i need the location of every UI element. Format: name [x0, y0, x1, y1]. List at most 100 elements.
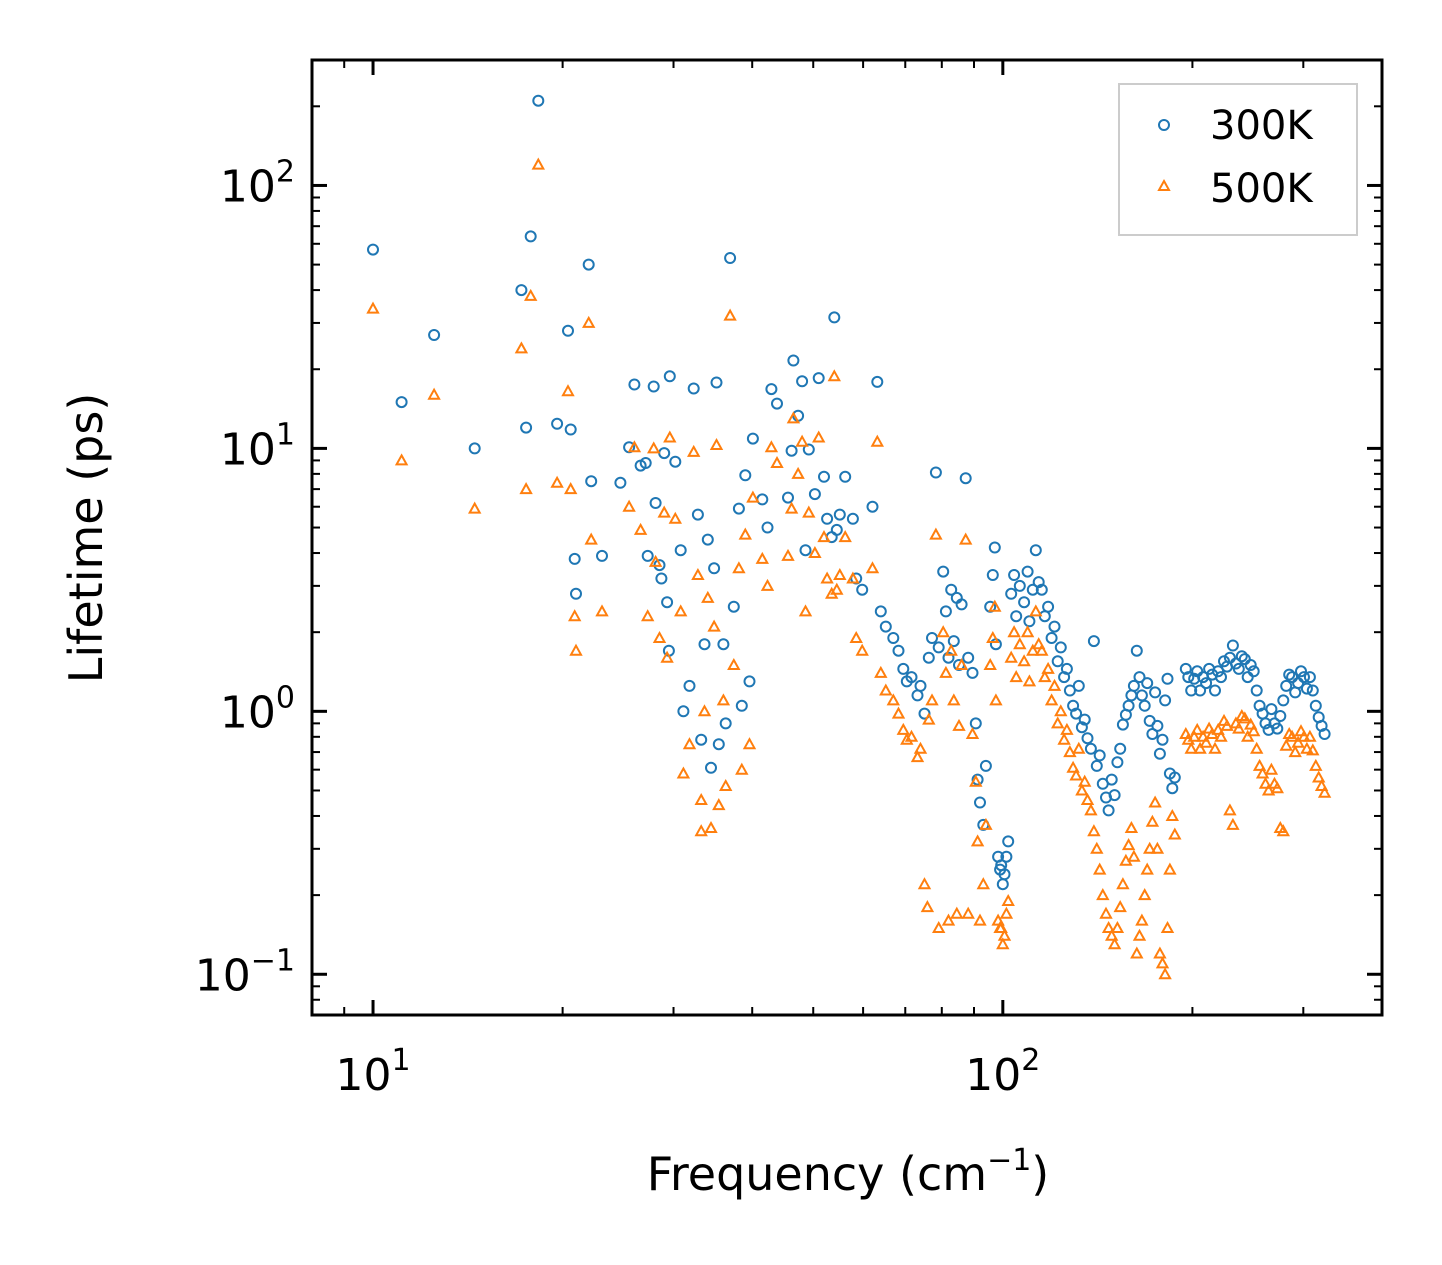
point-300k	[1122, 699, 1135, 712]
point-500k	[988, 599, 1002, 612]
point-500k	[622, 499, 636, 512]
point-300k	[677, 705, 690, 718]
point-500k	[969, 774, 983, 787]
point-500k	[1020, 625, 1035, 638]
point-300k	[932, 641, 945, 654]
point-500k	[1155, 956, 1170, 969]
point-300k	[1265, 703, 1278, 716]
point-300k	[892, 644, 905, 657]
point-300k	[628, 378, 641, 391]
point-300k	[1212, 665, 1225, 678]
point-300k	[979, 759, 992, 772]
point-300k	[1000, 850, 1013, 863]
point-500k	[568, 609, 582, 622]
point-500k	[1244, 717, 1258, 730]
point-300k	[765, 383, 778, 396]
point-500k	[939, 665, 953, 678]
point-300k	[914, 679, 927, 692]
point-500k	[973, 913, 987, 926]
point-500k	[1252, 758, 1267, 771]
point-500k	[1032, 637, 1046, 650]
point-300k	[988, 541, 1001, 554]
point-500k	[1051, 716, 1065, 729]
plot-frame	[310, 58, 1384, 1017]
y-tick-label-exponent: −1	[251, 943, 295, 978]
point-300k	[1194, 684, 1207, 697]
point-500k	[1291, 735, 1305, 748]
point-500k	[802, 505, 816, 518]
point-500k	[830, 582, 844, 595]
point-500k	[1116, 877, 1130, 890]
point-500k	[1001, 893, 1015, 906]
point-500k	[886, 693, 900, 706]
point-300k	[1108, 789, 1121, 802]
point-500k	[827, 369, 841, 382]
point-500k	[1072, 741, 1086, 754]
point-500k	[1084, 803, 1098, 816]
point-300k	[1105, 773, 1118, 786]
point-500k	[719, 778, 733, 791]
point-500k	[879, 683, 893, 696]
point-300k	[1111, 756, 1124, 769]
y-tick-label-base: 10	[220, 424, 276, 475]
point-300k	[1226, 639, 1239, 652]
point-300k	[1303, 671, 1316, 684]
x-axis-label-closing: )	[1031, 1147, 1049, 1201]
point-300k	[649, 497, 662, 509]
point-500k	[849, 630, 863, 643]
point-300k	[945, 583, 958, 596]
point-300k	[812, 372, 825, 385]
point-500k	[732, 561, 746, 574]
point-500k	[1090, 841, 1104, 854]
point-500k	[1184, 741, 1198, 754]
point-500k	[798, 604, 813, 617]
point-500k	[1276, 824, 1290, 837]
point-500k	[1193, 741, 1207, 754]
point-500k	[970, 834, 985, 847]
point-500k	[633, 522, 648, 535]
point-500k	[1241, 729, 1255, 742]
point-500k	[660, 650, 674, 663]
point-300k	[799, 544, 812, 557]
point-500k	[1264, 762, 1279, 775]
point-300k	[905, 671, 918, 684]
point-300k	[367, 243, 379, 256]
point-500k	[996, 937, 1010, 950]
point-300k	[942, 651, 955, 664]
point-300k	[1070, 707, 1083, 720]
point-500k	[891, 706, 906, 719]
point-300k	[647, 380, 660, 393]
y-axis-label: Lifetime (ps)	[59, 393, 113, 684]
point-300k	[926, 632, 938, 644]
point-500k	[833, 567, 847, 580]
point-500k	[691, 567, 705, 580]
point-300k	[1182, 671, 1195, 684]
point-500k	[1309, 758, 1323, 771]
point-500k	[922, 712, 936, 725]
point-500k	[1035, 643, 1049, 656]
point-300k	[818, 470, 830, 483]
point-300k	[515, 284, 528, 297]
point-300k	[641, 549, 654, 562]
point-500k	[812, 430, 826, 443]
point-300k	[1084, 742, 1097, 755]
point-500k	[1113, 900, 1127, 913]
point-500k	[1148, 795, 1162, 808]
point-300k	[1283, 668, 1296, 681]
point-500k	[582, 315, 596, 328]
point-500k	[1066, 760, 1080, 773]
point-500k	[704, 820, 718, 833]
point-500k	[950, 906, 964, 919]
point-500k	[1107, 937, 1122, 950]
point-300k	[871, 375, 884, 388]
point-300k	[1153, 747, 1166, 760]
point-500k	[1041, 661, 1055, 674]
point-500k	[1285, 729, 1299, 742]
point-300k	[1130, 644, 1143, 657]
point-300k	[1200, 677, 1213, 690]
point-500k	[786, 411, 801, 424]
point-500k	[986, 630, 1000, 643]
point-500k	[808, 545, 822, 558]
point-300k	[1063, 684, 1076, 697]
point-500k	[394, 453, 409, 466]
